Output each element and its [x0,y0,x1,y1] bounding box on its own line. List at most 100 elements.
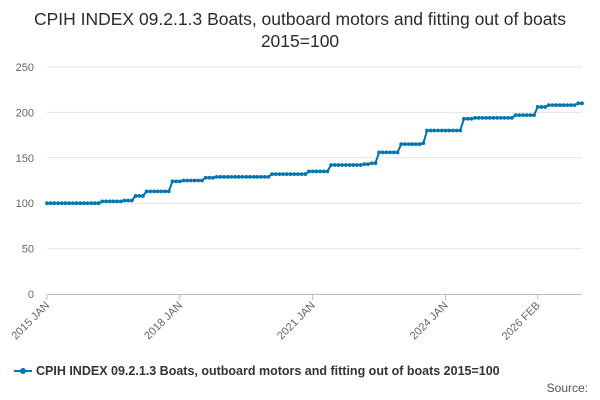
data-point[interactable] [104,199,108,204]
data-point[interactable] [163,189,167,194]
data-point[interactable] [48,201,53,206]
data-point[interactable] [462,116,466,121]
data-point[interactable] [506,115,511,120]
data-point[interactable] [225,174,230,179]
data-point[interactable] [373,161,378,166]
data-point[interactable] [535,105,540,109]
data-point[interactable] [473,115,477,120]
data-point[interactable] [447,128,452,133]
data-point[interactable] [45,201,49,206]
data-point[interactable] [189,178,193,183]
data-point[interactable] [469,116,474,121]
data-point[interactable] [502,115,507,120]
data-point[interactable] [414,142,418,147]
data-point[interactable] [115,199,119,204]
data-point[interactable] [126,198,131,203]
data-point[interactable] [218,174,223,179]
data-point[interactable] [236,174,241,179]
data-point[interactable] [244,174,249,179]
data-point[interactable] [421,141,426,146]
data-point[interactable] [510,115,514,120]
data-point[interactable] [118,199,123,204]
data-point[interactable] [332,163,337,167]
data-point[interactable] [491,115,496,120]
data-point[interactable] [74,201,79,206]
data-point[interactable] [406,142,411,147]
data-point[interactable] [546,103,551,108]
data-point[interactable] [521,113,525,118]
data-point[interactable] [181,178,186,183]
data-point[interactable] [229,174,234,179]
data-point[interactable] [436,128,440,133]
data-point[interactable] [329,163,333,167]
data-point[interactable] [524,113,529,118]
data-point[interactable] [166,189,171,194]
data-point[interactable] [203,175,208,180]
data-point[interactable] [240,174,245,179]
data-point[interactable] [284,172,289,177]
data-point[interactable] [580,101,584,106]
data-point[interactable] [410,142,415,147]
data-point[interactable] [100,199,105,204]
data-point[interactable] [498,115,503,120]
data-point[interactable] [251,174,256,179]
data-point[interactable] [63,201,68,206]
data-point[interactable] [93,201,97,206]
data-point[interactable] [133,194,138,198]
data-point[interactable] [487,115,492,120]
data-point[interactable] [314,169,319,174]
data-point[interactable] [248,174,252,179]
data-point[interactable] [384,150,389,155]
data-point[interactable] [262,174,267,179]
data-point[interactable] [554,103,559,108]
data-point[interactable] [417,142,422,147]
data-point[interactable] [141,194,145,198]
data-point[interactable] [572,103,577,108]
data-point[interactable] [170,179,175,184]
data-point[interactable] [561,103,566,108]
data-point[interactable] [259,174,263,179]
data-point[interactable] [281,172,286,177]
data-point[interactable] [148,189,153,194]
data-point[interactable] [129,198,134,203]
data-point[interactable] [343,163,348,167]
data-point[interactable] [67,201,72,206]
data-point[interactable] [495,115,500,120]
data-point[interactable] [85,201,90,206]
data-point[interactable] [484,115,488,120]
data-point[interactable] [465,116,470,121]
data-point[interactable] [450,128,455,133]
data-point[interactable] [380,150,385,155]
data-point[interactable] [395,150,400,155]
data-point[interactable] [292,172,297,177]
data-point[interactable] [336,163,341,167]
data-point[interactable] [185,178,190,183]
data-point[interactable] [569,103,573,108]
data-point[interactable] [207,175,212,180]
data-point[interactable] [340,163,345,167]
data-point[interactable] [299,172,304,177]
data-point[interactable] [362,162,367,167]
data-point[interactable] [377,150,381,155]
data-point[interactable] [152,189,156,194]
data-point[interactable] [388,150,393,155]
data-point[interactable] [233,174,238,179]
data-point[interactable] [211,175,215,180]
data-point[interactable] [196,178,201,183]
data-point[interactable] [543,105,547,109]
data-point[interactable] [70,201,75,206]
data-point[interactable] [52,201,57,206]
data-point[interactable] [517,113,522,118]
data-point[interactable] [159,189,164,194]
data-point[interactable] [192,178,197,183]
data-point[interactable] [532,113,536,118]
data-point[interactable] [59,201,64,206]
data-point[interactable] [177,179,182,184]
data-point[interactable] [432,128,437,133]
data-point[interactable] [200,178,204,183]
data-point[interactable] [277,172,282,177]
data-point[interactable] [366,162,370,167]
data-point[interactable] [96,201,101,206]
data-point[interactable] [214,174,219,179]
data-point[interactable] [307,169,311,174]
